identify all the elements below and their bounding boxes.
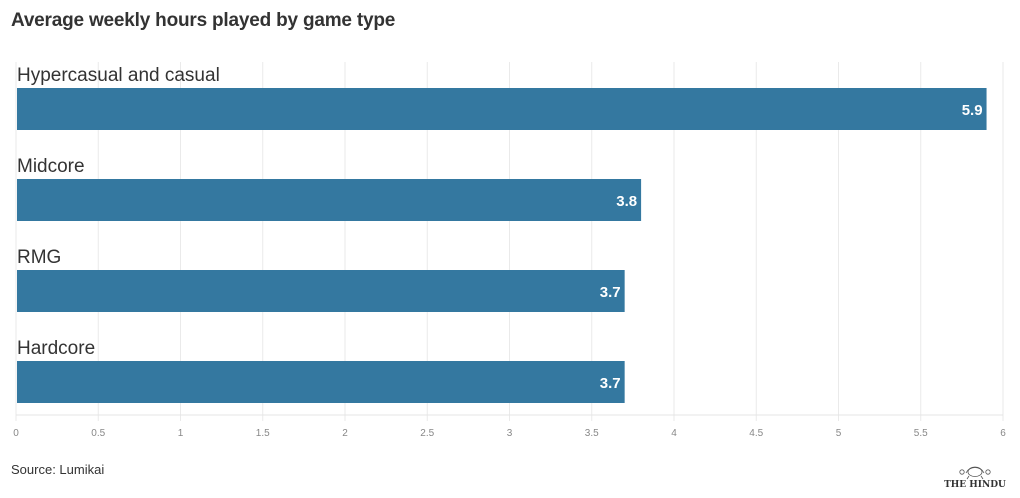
chart-title: Average weekly hours played by game type bbox=[11, 10, 396, 31]
logo-wordmark: THE HINDU bbox=[944, 480, 1006, 490]
category-label: Midcore bbox=[17, 156, 85, 177]
x-tick-label: 0.5 bbox=[91, 428, 105, 439]
x-tick-label: 6 bbox=[1000, 428, 1006, 439]
x-tick-label: 5.5 bbox=[914, 428, 928, 439]
bars: Hypercasual and casual 5.9 Midcore 3.8 RMG 3.… bbox=[17, 65, 987, 403]
x-tick-label: 3.5 bbox=[585, 428, 599, 439]
category-label: RMG bbox=[17, 247, 61, 268]
category-label: Hypercasual and casual bbox=[17, 65, 220, 86]
x-tick-label: 2 bbox=[342, 428, 348, 439]
x-tick-label: 4 bbox=[671, 428, 677, 439]
bar-value-label: 3.7 bbox=[600, 375, 621, 392]
x-axis: 0 0.5 1 1.5 2 2.5 3 3.5 4 4.5 5 5.5 6 bbox=[13, 414, 1006, 439]
the-hindu-logo: THE HINDU bbox=[944, 466, 1006, 490]
category-label: Hardcore bbox=[17, 338, 95, 359]
x-tick-label: 5 bbox=[836, 428, 842, 439]
bar bbox=[17, 270, 625, 312]
bar-value-label: 3.8 bbox=[616, 193, 637, 210]
source-note: Source: Lumikai bbox=[11, 462, 105, 477]
bar bbox=[17, 88, 987, 130]
x-tick-label: 2.5 bbox=[420, 428, 434, 439]
x-tick-label: 3 bbox=[507, 428, 513, 439]
bar-value-label: 3.7 bbox=[600, 284, 621, 301]
x-tick-label: 0 bbox=[13, 428, 19, 439]
x-tick-label: 4.5 bbox=[749, 428, 763, 439]
emblem-icon bbox=[959, 466, 991, 480]
x-tick-label: 1.5 bbox=[256, 428, 270, 439]
bar-value-label: 5.9 bbox=[962, 102, 983, 119]
bar bbox=[17, 361, 625, 403]
x-tick-label: 1 bbox=[178, 428, 184, 439]
bar bbox=[17, 179, 642, 221]
